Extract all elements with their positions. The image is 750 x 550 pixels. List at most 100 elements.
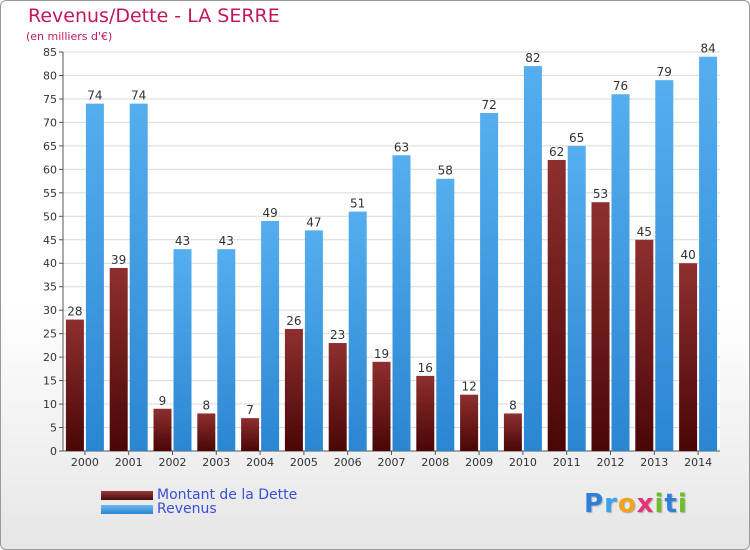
x-tick-label: 2006 [334, 456, 362, 469]
revenue-bar [480, 113, 499, 451]
y-tick-label: 10 [43, 398, 57, 411]
x-tick-label: 2011 [553, 456, 581, 469]
debt-value-label: 53 [593, 187, 608, 201]
y-tick-label: 50 [43, 210, 57, 223]
debt-value-label: 8 [509, 398, 517, 412]
x-tick-label: 2014 [684, 456, 712, 469]
debt-value-label: 19 [374, 347, 389, 361]
debt-bar [635, 239, 654, 451]
revenue-value-label: 51 [350, 197, 365, 211]
revenue-bar [523, 66, 542, 452]
debt-value-label: 7 [246, 403, 254, 417]
y-tick-label: 35 [43, 281, 57, 294]
legend-swatch-dette [101, 490, 153, 500]
revenue-bar [304, 230, 323, 451]
x-tick-label: 2012 [597, 456, 625, 469]
debt-bar [372, 361, 391, 451]
revenue-bar [392, 155, 411, 452]
revenue-value-label: 43 [219, 234, 234, 248]
x-tick-label: 2005 [290, 456, 318, 469]
revenue-value-label: 65 [569, 131, 584, 145]
debt-value-label: 26 [286, 314, 301, 328]
debt-bar [241, 418, 260, 451]
debt-value-label: 39 [111, 253, 126, 267]
revenue-bar [348, 211, 367, 451]
legend-label-dette: Montant de la Dette [157, 487, 298, 503]
y-tick-label: 20 [43, 351, 57, 364]
debt-bar [679, 263, 698, 451]
logo-letter: o [617, 489, 637, 519]
x-tick-label: 2003 [202, 456, 230, 469]
debt-value-label: 9 [159, 394, 167, 408]
logo-letter: P [584, 489, 605, 519]
revenue-bar [655, 80, 674, 451]
debt-bar [416, 375, 435, 451]
y-tick-label: 70 [43, 116, 57, 129]
chart-title: Revenus/Dette - LA SERRE [28, 5, 280, 27]
debt-value-label: 40 [680, 248, 695, 262]
revenue-bar [217, 249, 236, 451]
legend-swatch-revenus [101, 504, 153, 514]
logo-letter: i [677, 489, 688, 519]
x-tick-label: 2001 [115, 456, 143, 469]
debt-value-label: 28 [67, 305, 82, 319]
revenue-bar [85, 103, 104, 452]
y-tick-label: 40 [43, 257, 57, 270]
x-tick-label: 2009 [465, 456, 493, 469]
revenue-value-label: 74 [87, 89, 102, 103]
y-tick-label: 25 [43, 328, 57, 341]
revenue-value-label: 74 [131, 89, 146, 103]
x-tick-label: 2000 [71, 456, 99, 469]
debt-value-label: 8 [202, 398, 210, 412]
revenue-bar [567, 145, 586, 451]
x-tick-label: 2013 [640, 456, 668, 469]
x-tick-label: 2007 [378, 456, 406, 469]
y-tick-label: 30 [43, 304, 57, 317]
legend-item-revenus: Revenus [101, 501, 217, 517]
debt-value-label: 12 [461, 380, 476, 394]
y-tick-label: 60 [43, 163, 57, 176]
plot-area [63, 52, 720, 451]
chart-subtitle: (en milliers d'€) [26, 30, 113, 43]
revenue-value-label: 79 [657, 65, 672, 79]
revenue-value-label: 72 [481, 98, 496, 112]
revenue-bar [129, 103, 148, 452]
legend-item-dette: Montant de la Dette [101, 487, 298, 503]
debt-value-label: 16 [418, 361, 433, 375]
logo-letter: t [664, 489, 678, 519]
logo-letter: i [654, 489, 665, 519]
legend-label-revenus: Revenus [157, 501, 217, 517]
y-tick-label: 55 [43, 187, 57, 200]
revenue-value-label: 58 [438, 164, 453, 178]
revenue-value-label: 43 [175, 234, 190, 248]
revenue-value-label: 49 [262, 206, 277, 220]
logo-letter: x [636, 489, 655, 519]
x-tick-label: 2010 [509, 456, 537, 469]
debt-value-label: 62 [549, 145, 564, 159]
y-tick-label: 15 [43, 375, 57, 388]
revenue-value-label: 47 [306, 215, 321, 229]
debt-bar [284, 328, 303, 451]
debt-bar [547, 159, 566, 451]
revenue-value-label: 84 [700, 42, 715, 56]
y-tick-label: 0 [50, 445, 57, 458]
revenue-value-label: 82 [525, 51, 540, 65]
revenue-bar [436, 178, 455, 451]
revenue-value-label: 63 [394, 140, 409, 154]
proxiti-logo: Proxiti [584, 489, 688, 519]
debt-bar [328, 343, 347, 451]
revenue-bar [699, 56, 718, 451]
revenue-bar [173, 249, 192, 451]
revenue-value-label: 76 [613, 79, 628, 93]
debt-bar [109, 267, 128, 451]
debt-bar [65, 319, 84, 451]
y-tick-label: 45 [43, 234, 57, 247]
debt-bar [503, 413, 522, 451]
y-tick-label: 80 [43, 69, 57, 82]
debt-bar [197, 413, 216, 451]
logo-letter: r [604, 489, 618, 519]
revenue-bar [261, 220, 280, 451]
x-tick-label: 2002 [159, 456, 187, 469]
